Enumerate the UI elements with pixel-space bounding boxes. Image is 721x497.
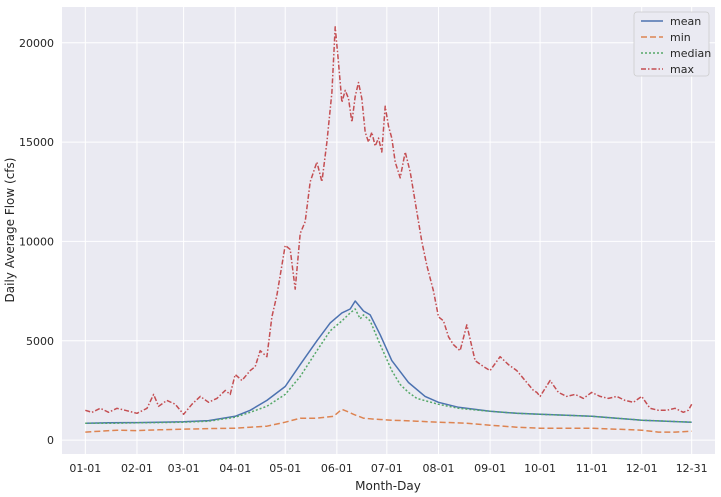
y-tick-label: 10000: [19, 235, 54, 248]
y-axis-label: Daily Average Flow (cfs): [3, 158, 17, 303]
series-line-max: [85, 26, 693, 416]
x-tick-label: 01-01: [69, 462, 101, 475]
legend-label-max: max: [670, 63, 694, 76]
x-tick-label: 11-01: [576, 462, 608, 475]
y-tick-label: 15000: [19, 136, 54, 149]
legend-label-median: median: [670, 47, 711, 60]
series-line-median: [85, 308, 692, 424]
y-tick-label: 5000: [26, 335, 54, 348]
series-line-min: [85, 408, 692, 433]
legend-label-mean: mean: [670, 15, 701, 28]
legend-label-min: min: [670, 31, 691, 44]
x-tick-label: 12-31: [676, 462, 708, 475]
x-tick-label: 10-01: [524, 462, 556, 475]
x-axis-label: Month-Day: [355, 479, 421, 493]
x-tick-label: 08-01: [422, 462, 454, 475]
legend-box: [633, 11, 710, 77]
x-tick-label: 05-01: [269, 462, 301, 475]
y-tick-label: 0: [47, 434, 54, 447]
x-tick-label: 04-01: [219, 462, 251, 475]
plot-background: [62, 7, 715, 454]
legend-items: mean min median max: [641, 15, 711, 76]
grid: [62, 7, 715, 454]
x-tick-label: 07-01: [371, 462, 403, 475]
x-tick-label: 06-01: [321, 462, 353, 475]
x-tick-label: 12-01: [626, 462, 658, 475]
legend: mean min median max: [633, 11, 711, 77]
x-tick-labels: 01-01 02-01 03-01 04-01 05-01 06-01 07-01 08-01…: [69, 462, 707, 475]
y-tick-label: 20000: [19, 37, 54, 50]
x-tick-label: 02-01: [121, 462, 153, 475]
x-tick-label: 03-01: [168, 462, 200, 475]
x-tick-label: 09-01: [474, 462, 506, 475]
y-tick-labels: 0 5000 10000 15000 20000: [19, 37, 54, 447]
series-lines: [85, 26, 693, 433]
